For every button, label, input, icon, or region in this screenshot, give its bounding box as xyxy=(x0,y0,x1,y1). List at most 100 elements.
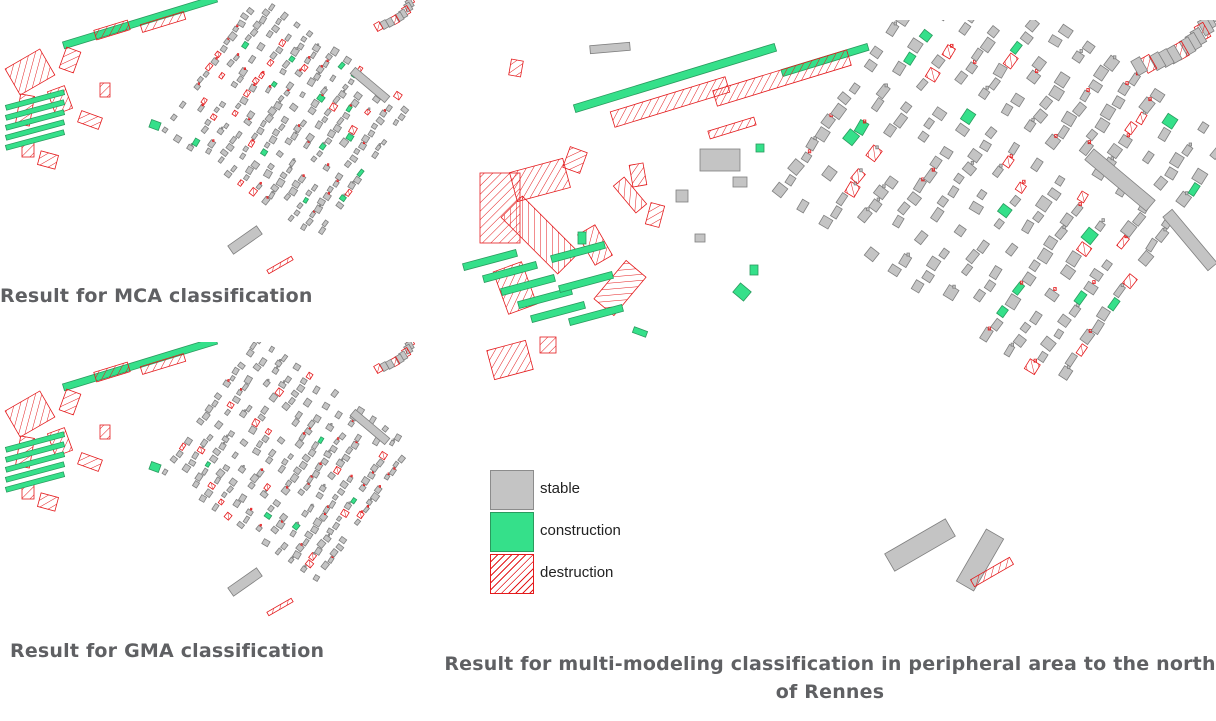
destruction-building xyxy=(327,163,330,166)
stable-building xyxy=(270,525,280,535)
destruction-building xyxy=(253,83,256,86)
stable-building xyxy=(306,77,317,88)
legend-label-stable: stable xyxy=(540,480,581,497)
stable-building xyxy=(953,224,967,238)
stable-building xyxy=(299,119,308,128)
stable-building xyxy=(1010,92,1026,108)
stable-building xyxy=(219,148,229,158)
stable-building xyxy=(694,233,706,243)
stable-building xyxy=(241,382,250,392)
stable-building xyxy=(294,438,305,449)
stable-building xyxy=(301,537,310,547)
construction-building xyxy=(996,202,1013,219)
stable-building xyxy=(291,550,302,560)
destruction-building xyxy=(1076,190,1089,204)
stable-building xyxy=(1019,321,1032,334)
stable-building xyxy=(1054,174,1066,187)
destruction-building xyxy=(707,116,757,140)
stable-building xyxy=(196,75,205,84)
construction-building xyxy=(4,89,66,111)
stable-building xyxy=(1081,40,1096,55)
stable-building xyxy=(309,525,320,535)
stable-building xyxy=(275,17,283,26)
destruction-building xyxy=(1122,273,1138,290)
stable-building xyxy=(869,45,884,60)
stable-building xyxy=(252,362,262,372)
stable-building xyxy=(321,219,329,228)
destruction-building xyxy=(214,50,222,59)
construction-building xyxy=(259,148,269,157)
stable-building xyxy=(310,183,319,192)
destruction-building xyxy=(251,76,260,85)
stable-building xyxy=(977,87,991,101)
stable-building xyxy=(968,200,985,216)
stable-building xyxy=(295,47,298,50)
stable-building xyxy=(265,29,274,39)
stable-building xyxy=(280,115,290,125)
stable-building xyxy=(1071,101,1088,117)
construction-building xyxy=(4,431,66,453)
destruction-building xyxy=(77,452,103,472)
construction-building xyxy=(903,51,917,66)
stable-building xyxy=(264,456,274,465)
stable-building xyxy=(284,33,292,42)
stable-building xyxy=(870,96,885,113)
stable-building xyxy=(178,100,187,109)
stable-building xyxy=(203,488,214,499)
stable-building xyxy=(1090,319,1105,336)
stable-building xyxy=(979,36,996,54)
stable-building xyxy=(923,167,938,184)
destruction-building xyxy=(1092,280,1096,285)
stable-building xyxy=(257,413,266,422)
destruction-building xyxy=(196,445,206,455)
destruction-building xyxy=(344,188,353,198)
stable-building xyxy=(374,144,382,152)
stable-building xyxy=(226,485,234,494)
stable-building xyxy=(371,94,382,104)
stable-building xyxy=(277,380,287,390)
stable-building xyxy=(589,41,631,55)
destruction-building xyxy=(274,387,285,398)
stable-building xyxy=(1137,249,1155,267)
stable-building xyxy=(311,43,322,53)
construction-building xyxy=(148,119,162,131)
stable-building xyxy=(965,61,979,75)
destruction-building xyxy=(1014,181,1028,195)
destruction-building xyxy=(326,59,329,63)
stable-building xyxy=(335,515,343,523)
stable-building xyxy=(230,80,239,89)
stable-building xyxy=(312,414,322,424)
destruction-building xyxy=(305,371,314,380)
stable-building xyxy=(818,214,834,230)
stable-building xyxy=(392,460,400,469)
stable-building xyxy=(334,410,343,420)
stable-building xyxy=(218,100,227,109)
stable-building xyxy=(933,20,951,22)
destruction-building xyxy=(299,68,302,72)
stable-building xyxy=(293,21,301,29)
construction-building xyxy=(1009,40,1023,55)
stable-building xyxy=(226,434,229,438)
stable-building xyxy=(216,127,225,136)
stable-building xyxy=(1053,328,1065,340)
stable-building xyxy=(1154,227,1170,244)
stable-building xyxy=(269,51,278,60)
stable-building xyxy=(305,217,314,227)
destruction-building xyxy=(286,486,289,489)
stable-building xyxy=(236,520,246,530)
stable-building xyxy=(247,54,257,65)
destruction-building xyxy=(37,150,59,170)
destruction-building xyxy=(1087,140,1092,145)
stable-building xyxy=(859,168,863,173)
destruction-building xyxy=(612,176,648,214)
stable-building xyxy=(1064,352,1079,368)
stable-building xyxy=(1031,55,1048,72)
destruction-building xyxy=(1124,120,1138,136)
stable-building xyxy=(893,21,898,26)
stable-building xyxy=(249,473,260,484)
stable-building xyxy=(283,192,292,201)
stable-building xyxy=(1157,126,1172,143)
legend-item-stable: stable xyxy=(490,470,660,510)
stable-building xyxy=(1168,151,1185,169)
construction-building xyxy=(550,241,606,263)
